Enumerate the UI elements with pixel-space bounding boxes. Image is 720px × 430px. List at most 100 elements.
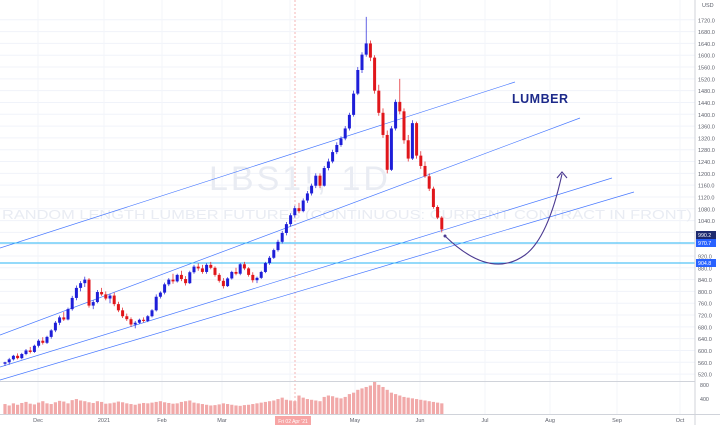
price-tick-label: 520.0	[698, 373, 712, 379]
candle-body	[284, 224, 288, 233]
volume-bar	[305, 399, 309, 414]
candle-body	[28, 350, 32, 352]
volume-bar	[100, 401, 104, 414]
price-tick-label: 920.0	[698, 255, 712, 261]
candle-body	[49, 330, 53, 337]
volume-bar	[335, 397, 339, 414]
highlighted-date-badge	[275, 416, 311, 425]
candle-body	[129, 319, 133, 325]
volume-bar	[255, 403, 259, 414]
candle-body	[335, 144, 339, 153]
price-tick-label: 1320.0	[698, 136, 715, 142]
candle-body	[66, 309, 70, 320]
projection-arrowhead	[556, 171, 568, 179]
price-badge	[696, 231, 716, 239]
volume-bar	[24, 401, 28, 414]
volume-bar	[137, 403, 141, 414]
grid	[0, 0, 695, 414]
channel-lines[interactable]	[0, 81, 635, 381]
price-tick-label: 880.0	[698, 266, 712, 272]
projection-arrow[interactable]	[444, 173, 563, 265]
candle-body	[53, 322, 57, 331]
price-tick-label: 1200.0	[698, 172, 715, 178]
channel-line[interactable]	[0, 81, 516, 249]
candle-body	[163, 284, 167, 293]
price-tick-label: 560.0	[698, 361, 712, 367]
price-axis[interactable]: USD 1720.0 1680.0 1640.0 1600.0 1560.0 1520.0…	[698, 3, 715, 379]
volume-bar	[406, 397, 410, 414]
candle-body	[217, 274, 221, 281]
time-tick-label: 2021	[98, 418, 110, 424]
candle-body	[24, 350, 28, 355]
candle-body	[234, 271, 238, 274]
volume-bar	[360, 388, 364, 414]
candle-body	[95, 292, 99, 303]
currency-label: USD	[702, 3, 714, 9]
volume-bar	[268, 401, 272, 414]
time-tick-label: Aug	[545, 418, 555, 424]
volume-bar	[7, 405, 11, 414]
volume-bar	[385, 389, 389, 414]
channel-line[interactable]	[0, 177, 613, 368]
lumber-annotation[interactable]: LUMBER	[512, 92, 568, 106]
candle-body	[184, 279, 188, 284]
price-tick-label: 680.0	[698, 325, 712, 331]
volume-bar	[293, 401, 297, 414]
volume-bar	[217, 404, 221, 414]
candle-body	[37, 340, 41, 346]
volume-bar	[175, 403, 179, 414]
price-tick-label: 1040.0	[698, 219, 715, 225]
candle-body	[112, 295, 116, 305]
volume-bar	[263, 401, 267, 414]
candle-body	[402, 111, 406, 141]
candle-body	[74, 287, 78, 298]
candle-body	[7, 359, 11, 363]
price-badges: 990.2 970.7 904.8	[696, 231, 716, 267]
time-tick-label: Oct	[676, 418, 685, 424]
candle-body	[221, 280, 225, 287]
price-tick-label: 1480.0	[698, 89, 715, 95]
candle-body	[238, 264, 242, 274]
candle-body	[175, 274, 179, 282]
price-tick-label: 1600.0	[698, 54, 715, 60]
volume-tick-label: 400	[700, 397, 709, 403]
candle-body	[133, 322, 137, 325]
candle-body	[137, 319, 141, 323]
candle-body	[11, 355, 15, 360]
candle-body	[200, 268, 204, 272]
price-tick-label: 640.0	[698, 337, 712, 343]
price-tick-label: 840.0	[698, 278, 712, 284]
candle-body	[87, 279, 91, 306]
volume-bar	[238, 405, 242, 414]
candle-body	[331, 152, 335, 162]
candle-body	[255, 277, 259, 281]
volume-bar	[394, 394, 398, 414]
candle-body	[381, 112, 385, 135]
volume-bar	[146, 403, 150, 414]
volume-bar	[272, 400, 276, 414]
volume-bar	[251, 404, 255, 414]
candle-body	[410, 123, 414, 159]
volume-bar	[247, 404, 251, 414]
volume-tick-label: 800	[700, 383, 709, 389]
price-tick-label: 1280.0	[698, 148, 715, 154]
volume-bar	[37, 402, 41, 414]
volume-bar	[377, 384, 381, 414]
volume-bar	[221, 403, 225, 414]
price-badge-label: 904.8	[698, 261, 711, 267]
candle-body	[394, 101, 398, 129]
channel-line[interactable]	[0, 191, 635, 381]
time-tick-label: Mar	[217, 418, 227, 424]
time-tick-label: Jul	[481, 418, 488, 424]
volume-bar	[74, 399, 78, 414]
time-axis[interactable]: Dec2021FebMarAprMayJunJulAugSepOctFri 02…	[33, 416, 685, 425]
candle-body	[415, 123, 419, 156]
candle-body	[322, 168, 326, 186]
price-tick-label: 1080.0	[698, 207, 715, 213]
horizontal-levels[interactable]	[0, 242, 695, 264]
volume-bar	[79, 400, 83, 414]
price-tick-label: 760.0	[698, 302, 712, 308]
candle-body	[356, 70, 360, 94]
volume-bar	[310, 399, 314, 414]
